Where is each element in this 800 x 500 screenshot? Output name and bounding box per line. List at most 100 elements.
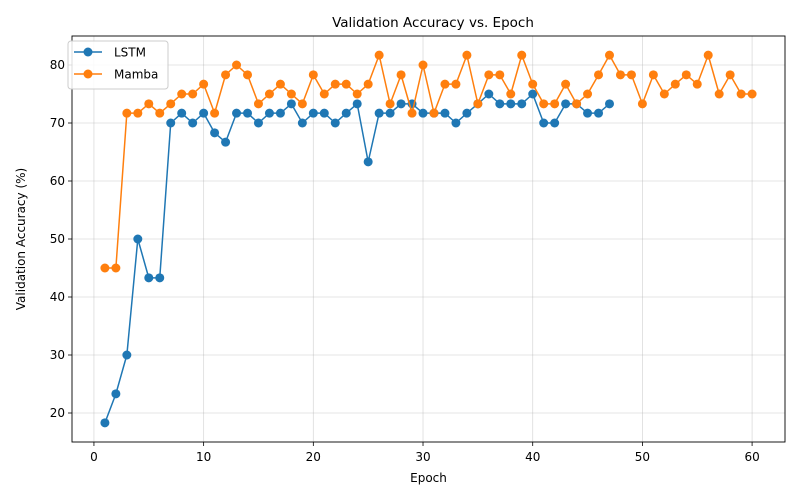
- grid: [72, 36, 785, 442]
- data-point-mamba: [144, 99, 154, 109]
- data-point-mamba: [517, 50, 527, 60]
- data-point-mamba: [396, 70, 406, 80]
- data-point-mamba: [352, 89, 362, 99]
- data-point-mamba: [264, 89, 274, 99]
- data-point-lstm: [111, 389, 121, 399]
- data-point-mamba: [561, 79, 571, 89]
- data-point-mamba: [648, 70, 658, 80]
- data-point-mamba: [462, 50, 472, 60]
- y-tick-label: 20: [50, 406, 65, 420]
- series-mamba: [100, 50, 757, 273]
- x-tick-label: 0: [90, 450, 98, 464]
- data-point-mamba: [308, 70, 318, 80]
- legend-marker-mamba: [83, 69, 93, 79]
- data-point-lstm: [243, 108, 253, 118]
- axis-ticks: 0 10 20 30 40 50 60 20 30 40 50 60 70 80: [50, 58, 760, 464]
- legend-marker-lstm: [83, 47, 93, 57]
- data-point-lstm: [517, 99, 527, 109]
- y-tick-label: 60: [50, 174, 65, 188]
- data-point-mamba: [725, 70, 735, 80]
- data-point-lstm: [297, 118, 307, 128]
- data-point-lstm: [253, 118, 263, 128]
- data-point-mamba: [243, 70, 253, 80]
- data-point-mamba: [626, 70, 636, 80]
- data-point-lstm: [385, 108, 395, 118]
- data-point-lstm: [286, 99, 296, 109]
- data-point-mamba: [374, 50, 384, 60]
- series-line-mamba: [104, 54, 753, 269]
- data-point-mamba: [188, 89, 198, 99]
- data-point-lstm: [144, 273, 154, 283]
- data-point-lstm: [221, 137, 231, 147]
- data-point-lstm: [188, 118, 198, 128]
- data-point-mamba: [122, 108, 132, 118]
- data-point-lstm: [330, 118, 340, 128]
- data-point-lstm: [604, 99, 614, 109]
- data-point-mamba: [111, 263, 121, 273]
- data-point-mamba: [330, 79, 340, 89]
- data-point-lstm: [462, 108, 472, 118]
- data-point-mamba: [528, 79, 538, 89]
- data-point-lstm: [232, 108, 242, 118]
- data-point-lstm: [484, 89, 494, 99]
- data-point-mamba: [495, 70, 505, 80]
- data-point-lstm: [583, 108, 593, 118]
- x-tick-label: 10: [196, 450, 211, 464]
- data-point-lstm: [352, 99, 362, 109]
- y-tick-label: 80: [50, 58, 65, 72]
- data-point-lstm: [506, 99, 516, 109]
- data-point-mamba: [506, 89, 516, 99]
- data-point-mamba: [637, 99, 647, 109]
- data-point-mamba: [407, 108, 417, 118]
- x-tick-label: 60: [744, 450, 759, 464]
- data-point-mamba: [385, 99, 395, 109]
- data-point-mamba: [286, 89, 296, 99]
- data-point-lstm: [594, 108, 604, 118]
- legend-label-lstm: LSTM: [114, 46, 146, 60]
- data-point-mamba: [418, 60, 428, 70]
- data-point-lstm: [396, 99, 406, 109]
- data-point-mamba: [341, 79, 351, 89]
- legend-label-mamba: Mamba: [114, 68, 158, 82]
- data-point-lstm: [495, 99, 505, 109]
- data-point-mamba: [736, 89, 746, 99]
- data-point-lstm: [363, 157, 373, 167]
- series-lstm: [100, 89, 614, 428]
- data-point-mamba: [166, 99, 176, 109]
- data-point-mamba: [539, 99, 549, 109]
- data-point-mamba: [703, 50, 713, 60]
- data-point-mamba: [670, 79, 680, 89]
- data-point-lstm: [539, 118, 549, 128]
- data-point-mamba: [604, 50, 614, 60]
- data-point-lstm: [133, 234, 143, 244]
- y-axis-label: Validation Accuracy (%): [14, 168, 28, 310]
- data-point-mamba: [440, 79, 450, 89]
- y-tick-label: 40: [50, 290, 65, 304]
- x-tick-label: 20: [306, 450, 321, 464]
- x-tick-label: 40: [525, 450, 540, 464]
- data-point-lstm: [528, 89, 538, 99]
- legend: LSTM Mamba: [67, 40, 169, 90]
- data-point-mamba: [232, 60, 242, 70]
- y-tick-label: 50: [50, 232, 65, 246]
- data-point-lstm: [308, 108, 318, 118]
- data-point-mamba: [199, 79, 209, 89]
- x-tick-label: 50: [635, 450, 650, 464]
- x-tick-label: 30: [415, 450, 430, 464]
- data-point-mamba: [747, 89, 757, 99]
- data-point-mamba: [133, 108, 143, 118]
- data-point-mamba: [210, 108, 220, 118]
- data-point-mamba: [681, 70, 691, 80]
- data-point-lstm: [177, 108, 187, 118]
- data-point-mamba: [275, 79, 285, 89]
- x-axis-label: Epoch: [410, 471, 447, 485]
- data-point-mamba: [253, 99, 263, 109]
- data-point-lstm: [550, 118, 560, 128]
- data-point-mamba: [155, 108, 165, 118]
- y-tick-label: 30: [50, 348, 65, 362]
- data-point-lstm: [155, 273, 165, 283]
- data-point-lstm: [275, 108, 285, 118]
- y-tick-label: 70: [50, 116, 65, 130]
- data-point-mamba: [451, 79, 461, 89]
